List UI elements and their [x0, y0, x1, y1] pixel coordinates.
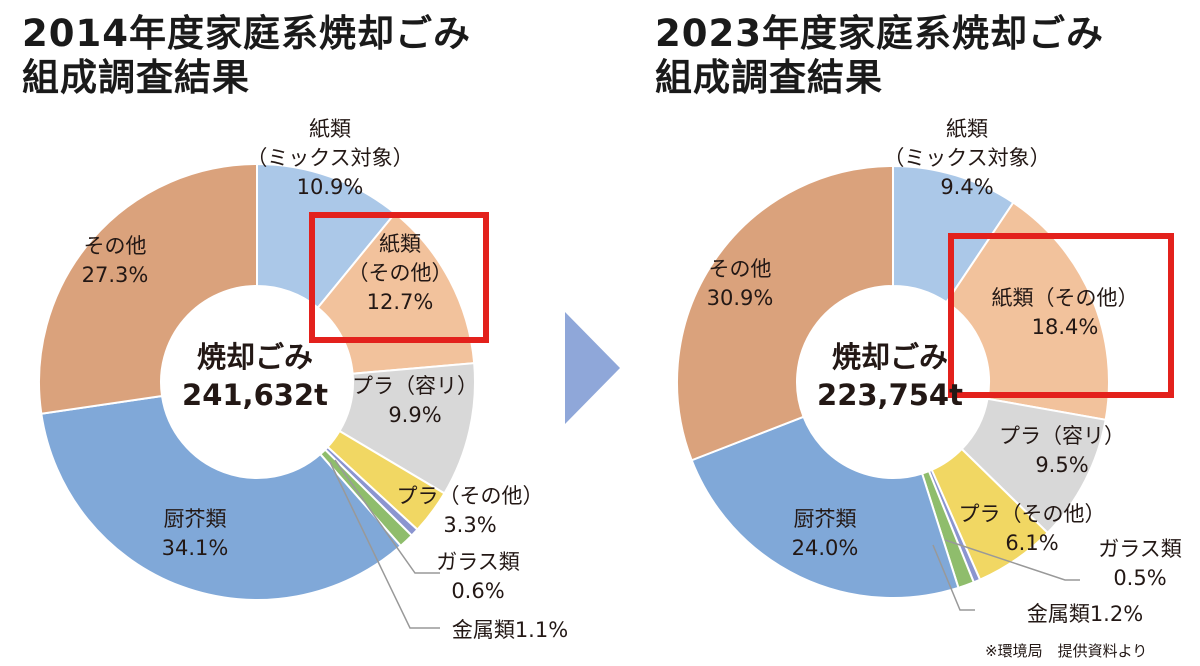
slice-label-line: 紙類 — [309, 117, 351, 141]
donut-slice — [945, 201, 1110, 421]
slice-label: 紙類（その他） 18.4% — [992, 284, 1139, 342]
slice-label-line: 10.9% — [296, 175, 364, 199]
chart-title-2023: 2023年度家庭系焼却ごみ 組成調査結果 — [655, 12, 1104, 100]
donut-slice — [40, 394, 403, 601]
slice-label-line: （ミックス対象） — [246, 146, 414, 170]
slice-label-line: 9.9% — [388, 403, 442, 427]
slice-label-line: 紙類 — [379, 232, 421, 256]
donut-slice — [38, 162, 258, 415]
slice-label-line: プラ（その他） — [396, 484, 544, 508]
slice-label-line: 34.1% — [161, 536, 229, 560]
slice-label: その他 30.9% — [707, 255, 774, 313]
donut-center-label: 焼却ごみ 241,632t — [182, 338, 328, 414]
slice-label-line: 金属類1.2% — [1026, 602, 1144, 626]
leader-line — [944, 539, 1080, 581]
slice-label-line: プラ（容リ） — [352, 374, 478, 398]
slice-label-line: 3.3% — [443, 513, 497, 537]
slice-label-line: 30.9% — [706, 286, 774, 310]
slice-label-line: 厨芥類 — [163, 507, 227, 531]
slice-label-line: ガラス類 — [436, 550, 520, 574]
slice-label: 厨芥類 24.0% — [792, 505, 859, 563]
slice-label-line: 18.4% — [1031, 315, 1099, 339]
center-value: 241,632t — [182, 378, 328, 412]
arrow-right-icon — [565, 312, 620, 424]
slice-label: 金属類1.1% — [452, 616, 568, 645]
highlight-box-2014 — [309, 212, 489, 343]
highlight-box-2023 — [948, 233, 1174, 398]
slice-label: プラ（その他） 3.3% — [397, 482, 544, 540]
slice-label-line: （その他） — [347, 261, 453, 285]
slice-label-line: ガラス類 — [1098, 537, 1182, 561]
slice-label-line: 紙類 — [946, 117, 988, 141]
slice-label: 紙類 （その他） 12.7% — [348, 230, 453, 317]
leader-line — [334, 459, 440, 574]
slice-label-line: 6.1% — [1005, 531, 1059, 555]
source-note: ※環境局 提供資料より — [985, 642, 1148, 660]
leader-line — [932, 544, 975, 611]
slice-label: ガラス類 0.5% — [1098, 535, 1182, 593]
slice-label: プラ（容リ） 9.5% — [999, 422, 1125, 480]
donut-slice — [316, 211, 476, 375]
center-label: 焼却ごみ — [196, 340, 314, 374]
slice-label-line: （ミックス対象） — [883, 146, 1051, 170]
donut-slice — [676, 164, 894, 462]
slice-label: 紙類 （ミックス対象） 9.4% — [883, 115, 1050, 202]
slice-label: プラ（容リ） 9.9% — [352, 372, 478, 430]
slice-label: その他 27.3% — [82, 232, 149, 290]
slice-label-line: その他 — [83, 234, 147, 258]
slice-label-line: 厨芥類 — [793, 507, 857, 531]
slice-label-line: 24.0% — [791, 536, 859, 560]
slice-label-line: 0.6% — [451, 579, 505, 603]
slice-label-line: 12.7% — [366, 290, 434, 314]
slice-label-line: プラ（容リ） — [999, 424, 1125, 448]
slice-label: 厨芥類 34.1% — [162, 505, 229, 563]
slice-label-line: その他 — [708, 257, 772, 281]
slice-label-line: 金属類1.1% — [451, 618, 569, 642]
title-line: 組成調査結果 — [22, 56, 250, 99]
slice-label-line: 0.5% — [1113, 566, 1167, 590]
slice-label: プラ（その他） 6.1% — [959, 500, 1106, 558]
leader-line — [329, 461, 440, 629]
slice-label: ガラス類 0.6% — [436, 548, 520, 606]
chart-title-2014: 2014年度家庭系焼却ごみ 組成調査結果 — [22, 12, 471, 100]
slice-label-line: 9.4% — [940, 175, 994, 199]
center-label: 焼却ごみ — [831, 340, 949, 374]
slice-label-line: 9.5% — [1035, 453, 1089, 477]
title-line: 組成調査結果 — [655, 56, 883, 99]
title-line: 2023年度家庭系焼却ごみ — [655, 12, 1104, 55]
slice-label: 紙類 （ミックス対象） 10.9% — [246, 115, 413, 202]
slice-label: 金属類1.2% — [1027, 600, 1143, 629]
title-line: 2014年度家庭系焼却ごみ — [22, 12, 471, 55]
donut-center-label: 焼却ごみ 223,754t — [817, 338, 963, 414]
slice-label-line: プラ（その他） — [958, 502, 1106, 526]
donut-slice — [690, 415, 960, 599]
center-value: 223,754t — [817, 378, 963, 412]
slice-label-line: 27.3% — [81, 263, 149, 287]
slice-label-line: 紙類（その他） — [991, 286, 1139, 310]
